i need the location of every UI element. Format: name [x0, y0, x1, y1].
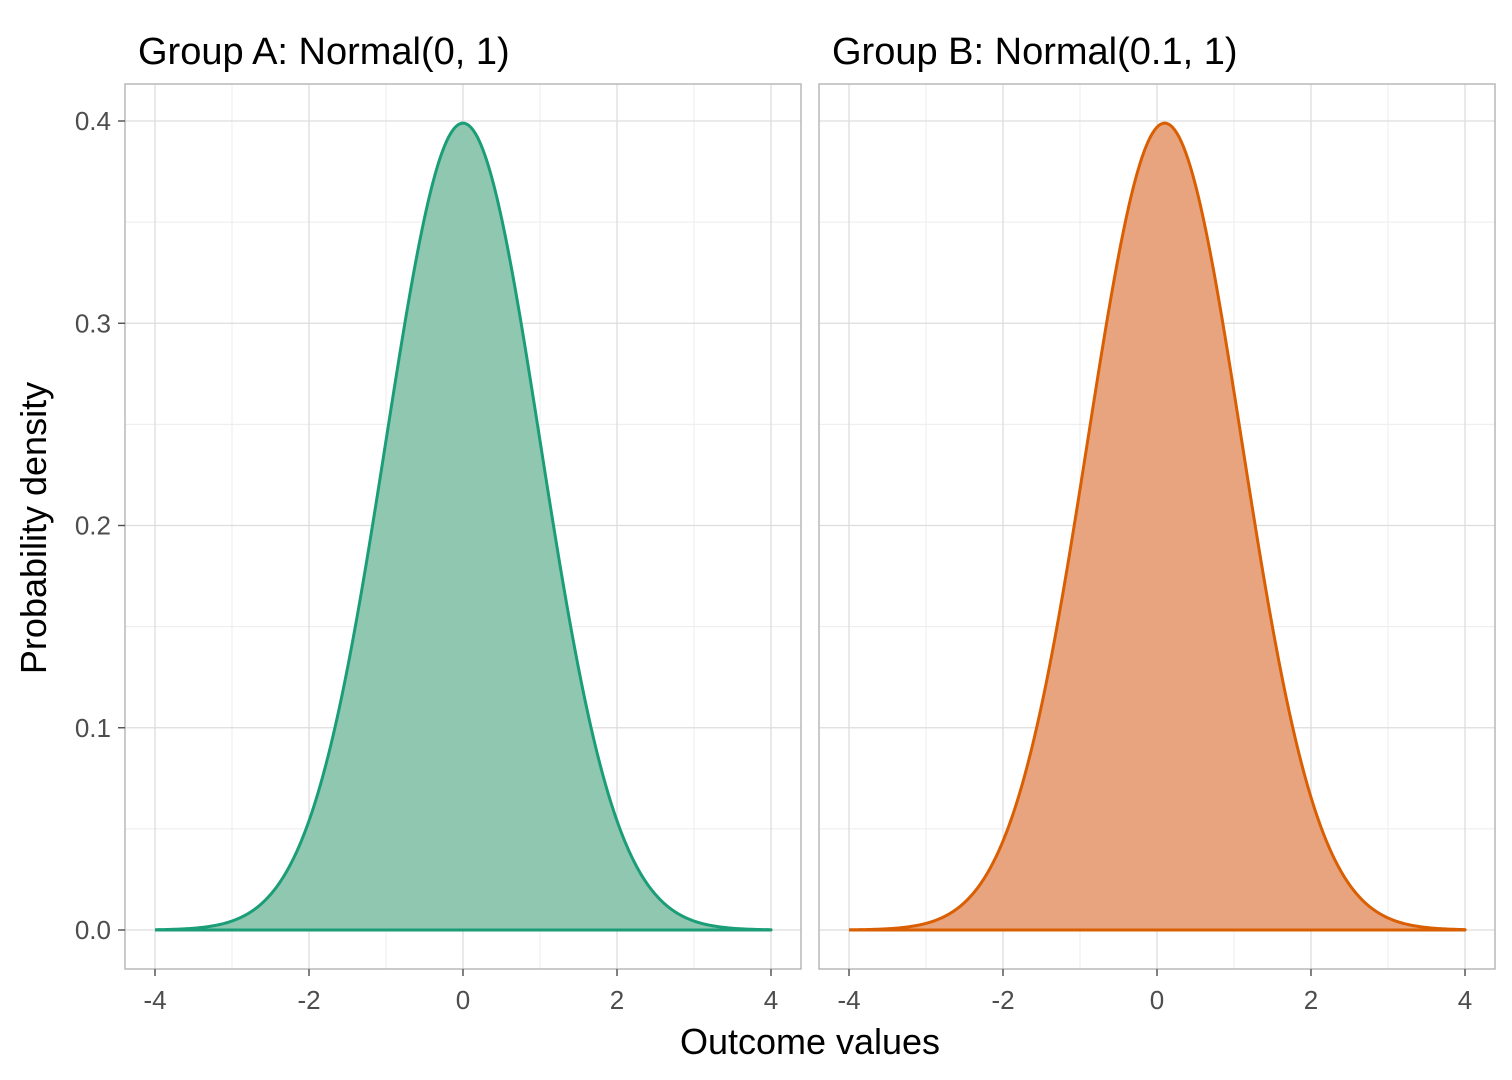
x-tick-label: 2 [1304, 985, 1318, 1015]
x-axis: -4 -2 0 2 4 [143, 969, 778, 1015]
density-line [154, 121, 773, 932]
x-tick-label: -4 [143, 985, 166, 1015]
x-tick-label: 0 [456, 985, 470, 1015]
x-tick-label: -2 [297, 985, 320, 1015]
y-axis-title: Probability density [13, 382, 54, 674]
x-axis: -4 -2 0 2 4 [837, 969, 1472, 1015]
panel-a: Group A: Normal(0, 1) -4 -2 0 2 4 [124, 31, 802, 1015]
y-axis: 0.0 0.1 0.2 0.3 0.4 [75, 106, 125, 945]
x-tick-label: 2 [610, 985, 624, 1015]
x-tick-label: -2 [991, 985, 1014, 1015]
density-area [155, 123, 771, 930]
density-area [849, 123, 1465, 930]
y-tick-label: 0.0 [75, 915, 111, 945]
y-tick-label: 0.3 [75, 308, 111, 338]
y-tick-label: 0.1 [75, 713, 111, 743]
x-tick-label: 0 [1150, 985, 1164, 1015]
x-tick-label: -4 [837, 985, 860, 1015]
x-tick-label: 4 [764, 985, 778, 1015]
density-line [848, 121, 1467, 932]
y-tick-label: 0.2 [75, 511, 111, 541]
x-tick-label: 4 [1458, 985, 1472, 1015]
x-axis-title: Outcome values [680, 1021, 940, 1062]
panel-title: Group B: Normal(0.1, 1) [832, 31, 1237, 73]
panel-b: Group B: Normal(0.1, 1) -4 -2 0 2 4 [818, 31, 1496, 1015]
y-tick-label: 0.4 [75, 106, 111, 136]
panel-title: Group A: Normal(0, 1) [138, 31, 510, 73]
